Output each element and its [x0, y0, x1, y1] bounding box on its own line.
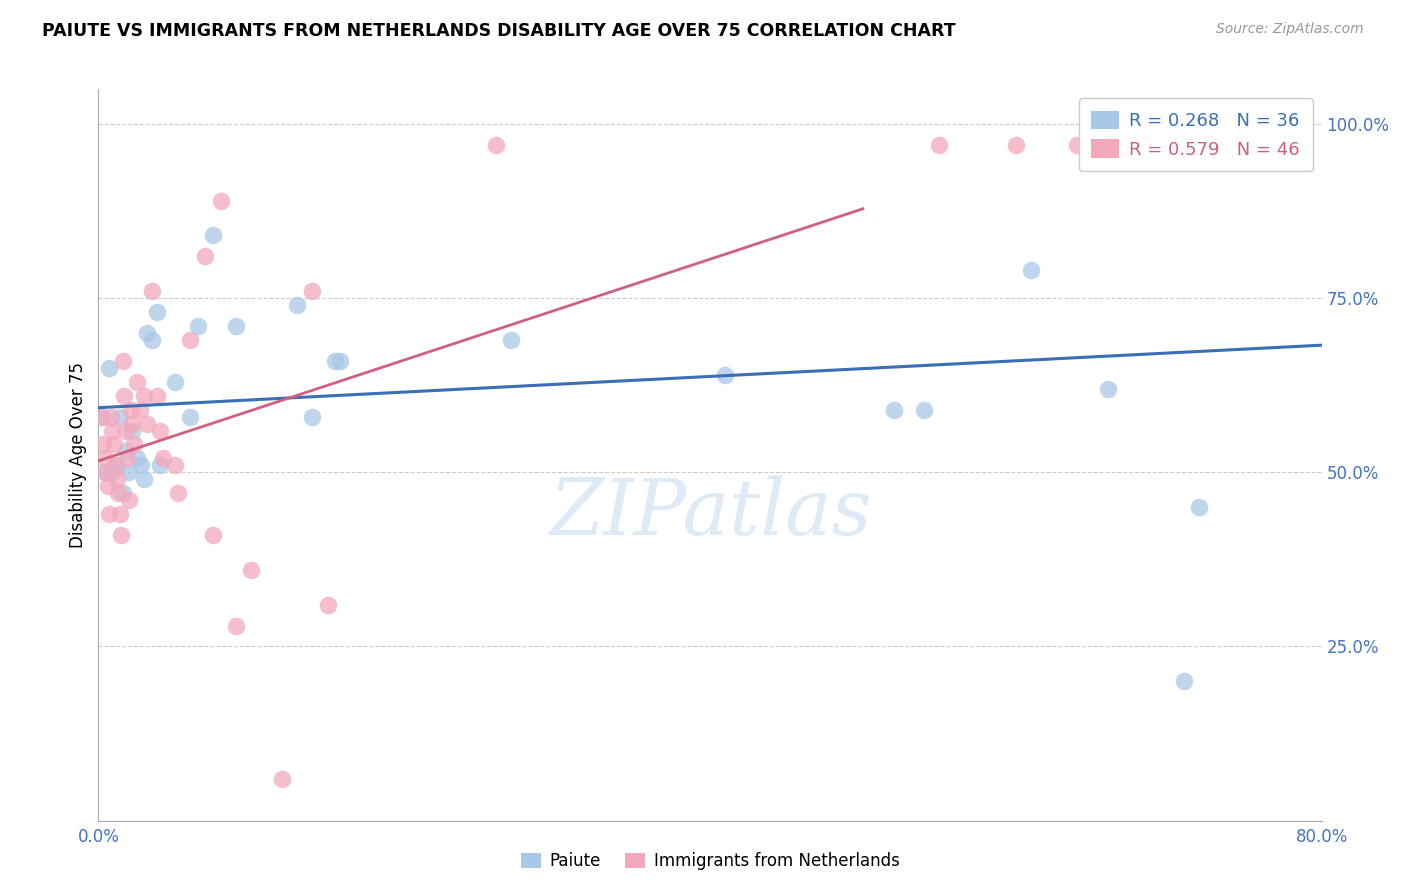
- Point: [111, 486, 134, 500]
- Text: ZIPatlas: ZIPatlas: [548, 475, 872, 551]
- Point: [105, 472, 128, 486]
- Point: [928, 137, 950, 152]
- Point: [325, 354, 347, 368]
- Point: [118, 466, 141, 480]
- Point: [128, 402, 150, 417]
- Point: [122, 437, 145, 451]
- Point: [118, 493, 141, 508]
- Point: [1019, 263, 1042, 277]
- Point: [120, 402, 142, 417]
- Point: [316, 598, 339, 612]
- Point: [1226, 137, 1249, 152]
- Point: [98, 507, 121, 521]
- Point: [91, 409, 114, 424]
- Point: [209, 194, 232, 208]
- Text: PAIUTE VS IMMIGRANTS FROM NETHERLANDS DISABILITY AGE OVER 75 CORRELATION CHART: PAIUTE VS IMMIGRANTS FROM NETHERLANDS DI…: [42, 22, 956, 40]
- Point: [883, 402, 905, 417]
- Point: [136, 326, 159, 340]
- Point: [108, 409, 131, 424]
- Point: [1004, 137, 1026, 152]
- Legend: Paiute, Immigrants from Netherlands: Paiute, Immigrants from Netherlands: [512, 844, 908, 878]
- Point: [1097, 382, 1119, 396]
- Point: [108, 507, 131, 521]
- Point: [125, 375, 148, 389]
- Point: [121, 417, 143, 431]
- Point: [240, 563, 263, 577]
- Point: [1173, 674, 1195, 689]
- Point: [912, 402, 935, 417]
- Point: [103, 437, 125, 451]
- Text: Source: ZipAtlas.com: Source: ZipAtlas.com: [1216, 22, 1364, 37]
- Point: [101, 424, 124, 438]
- Point: [1066, 137, 1088, 152]
- Point: [97, 479, 120, 493]
- Point: [225, 319, 247, 334]
- Point: [194, 249, 217, 263]
- Point: [115, 424, 138, 438]
- Point: [93, 451, 115, 466]
- Point: [149, 424, 172, 438]
- Point: [485, 137, 508, 152]
- Point: [163, 458, 186, 473]
- Point: [225, 618, 247, 632]
- Point: [134, 472, 156, 486]
- Point: [179, 333, 201, 347]
- Point: [141, 284, 163, 298]
- Point: [1188, 500, 1211, 515]
- Point: [91, 437, 114, 451]
- Point: [187, 319, 209, 334]
- Point: [149, 458, 172, 473]
- Point: [104, 458, 127, 473]
- Point: [100, 409, 122, 424]
- Point: [101, 466, 124, 480]
- Point: [145, 305, 167, 319]
- Point: [301, 284, 323, 298]
- Point: [107, 486, 129, 500]
- Point: [145, 389, 167, 403]
- Point: [179, 409, 201, 424]
- Point: [121, 424, 143, 438]
- Point: [167, 486, 190, 500]
- Point: [117, 451, 139, 466]
- Point: [141, 333, 163, 347]
- Point: [111, 354, 134, 368]
- Point: [285, 298, 308, 312]
- Point: [105, 458, 128, 473]
- Point: [202, 528, 225, 542]
- Point: [98, 360, 121, 375]
- Point: [90, 409, 112, 424]
- Point: [93, 466, 115, 480]
- Point: [501, 333, 523, 347]
- Point: [714, 368, 737, 382]
- Point: [136, 417, 159, 431]
- Point: [270, 772, 292, 786]
- Point: [329, 354, 352, 368]
- Point: [202, 228, 225, 243]
- Point: [110, 528, 132, 542]
- Point: [301, 409, 323, 424]
- Point: [152, 451, 174, 466]
- Point: [115, 444, 138, 458]
- Point: [94, 466, 117, 480]
- Point: [125, 451, 148, 466]
- Y-axis label: Disability Age Over 75: Disability Age Over 75: [69, 362, 87, 548]
- Point: [1241, 137, 1264, 152]
- Point: [163, 375, 186, 389]
- Point: [1081, 137, 1104, 152]
- Point: [112, 389, 135, 403]
- Point: [134, 389, 156, 403]
- Point: [129, 458, 152, 473]
